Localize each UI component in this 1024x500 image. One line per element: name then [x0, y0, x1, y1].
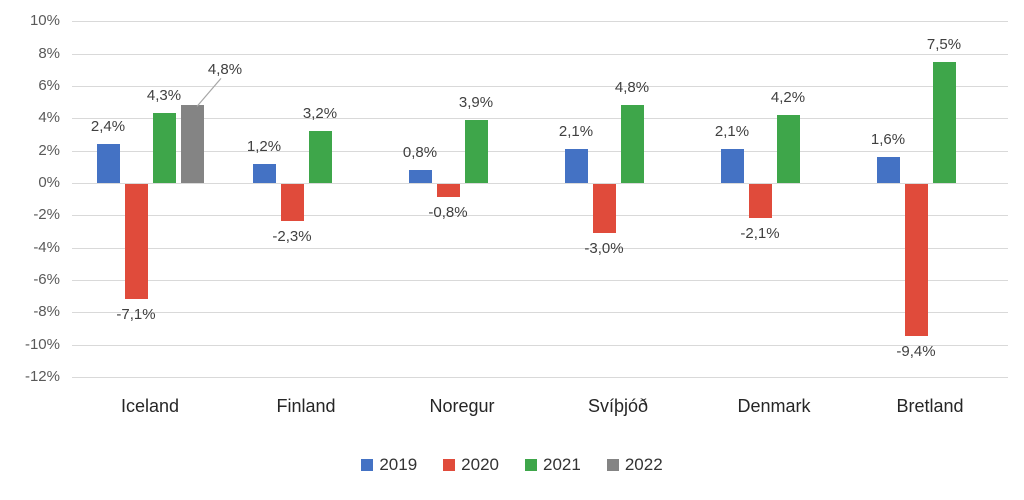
- gridline: [72, 183, 1008, 184]
- value-label: 7,5%: [926, 36, 962, 53]
- y-axis-tick-label: -2%: [33, 206, 60, 223]
- gridline: [72, 54, 1008, 55]
- legend-label: 2021: [543, 455, 581, 474]
- value-label: 4,2%: [770, 89, 806, 106]
- bar-2019-Noregur: [409, 170, 432, 183]
- y-axis-tick-label: 6%: [38, 77, 60, 94]
- bar-2021-Noregur: [465, 120, 488, 183]
- bar-2022-Iceland: [181, 105, 204, 183]
- legend-item-2021: 2021: [525, 456, 581, 474]
- value-label: 4,3%: [146, 87, 182, 104]
- x-axis-category-label: Denmark: [737, 396, 811, 416]
- x-axis-category-label: Svíþjóð: [587, 396, 649, 416]
- value-label: 2,1%: [714, 123, 750, 140]
- gridline: [72, 280, 1008, 281]
- gridline: [72, 345, 1008, 346]
- legend-label: 2022: [624, 455, 663, 474]
- legend-label: 2020: [461, 455, 499, 474]
- bar-2020-Finland: [281, 184, 304, 221]
- x-axis-category-label: Noregur: [429, 396, 495, 416]
- x-axis-category-label: Finland: [276, 396, 336, 416]
- value-label: 0,8%: [402, 144, 438, 161]
- legend-swatch: [361, 459, 374, 471]
- value-label: -2,1%: [740, 225, 780, 242]
- value-label: 3,9%: [458, 94, 494, 111]
- gridline: [72, 248, 1008, 249]
- value-label: -3,0%: [584, 240, 624, 257]
- bar-2019-Svíþjóð: [565, 149, 588, 183]
- value-label: -9,4%: [896, 343, 936, 360]
- gridline: [72, 118, 1008, 119]
- bar-2020-Noregur: [437, 184, 460, 197]
- bar-2019-Bretland: [877, 157, 900, 183]
- value-label: -2,3%: [272, 228, 312, 245]
- y-axis-tick-label: 2%: [38, 142, 60, 159]
- gridline: [72, 215, 1008, 216]
- gridline: [72, 86, 1008, 87]
- value-label: -0,8%: [428, 204, 468, 221]
- bar-2020-Denmark: [749, 184, 772, 218]
- y-axis-tick-label: -6%: [33, 271, 60, 288]
- bar-2021-Svíþjóð: [621, 105, 644, 183]
- legend-swatch: [606, 459, 619, 471]
- y-axis-tick-label: -10%: [24, 336, 60, 353]
- legend-swatch: [443, 459, 456, 471]
- y-axis-tick-label: 0%: [38, 174, 60, 191]
- gridline: [72, 377, 1008, 378]
- bar-2020-Bretland: [905, 184, 928, 336]
- y-axis-tick-label: 10%: [29, 12, 60, 29]
- value-label: 2,4%: [90, 118, 126, 135]
- value-label: -7,1%: [116, 306, 156, 323]
- value-label: 2,1%: [558, 123, 594, 140]
- value-label: 4,8%: [614, 79, 650, 96]
- bar-2020-Svíþjóð: [593, 184, 616, 233]
- legend-swatch: [525, 459, 537, 471]
- legend-item-2022: 2022: [606, 455, 663, 474]
- y-axis-tick-label: -8%: [33, 303, 60, 320]
- gridline: [72, 312, 1008, 313]
- value-label: 1,2%: [246, 138, 282, 155]
- value-label: 1,6%: [870, 131, 906, 148]
- legend-label: 2019: [379, 455, 418, 474]
- x-axis-category-label: Iceland: [120, 396, 180, 416]
- y-axis-tick-label: 4%: [38, 109, 60, 126]
- value-label: 4,8%: [207, 61, 243, 78]
- bar-2021-Bretland: [933, 62, 956, 183]
- gridline: [72, 151, 1008, 152]
- x-axis-category-label: Bretland: [896, 396, 964, 416]
- legend-item-2019: 2019: [361, 456, 417, 474]
- y-axis-tick-label: -4%: [33, 239, 60, 256]
- gridline: [72, 21, 1008, 22]
- bar-2019-Denmark: [721, 149, 744, 183]
- bar-2019-Iceland: [97, 144, 120, 183]
- value-label: 3,2%: [302, 105, 338, 122]
- legend-item-2020: 2020: [443, 456, 499, 474]
- chart-legend: 2019 2020 2021 2022: [0, 456, 1024, 474]
- bar-2020-Iceland: [125, 184, 148, 299]
- y-axis-tick-label: 8%: [38, 45, 60, 62]
- bar-2021-Denmark: [777, 115, 800, 183]
- bar-2021-Iceland: [153, 113, 176, 183]
- bar-2021-Finland: [309, 131, 332, 183]
- y-axis-tick-label: -12%: [24, 368, 60, 385]
- bar-2019-Finland: [253, 164, 276, 183]
